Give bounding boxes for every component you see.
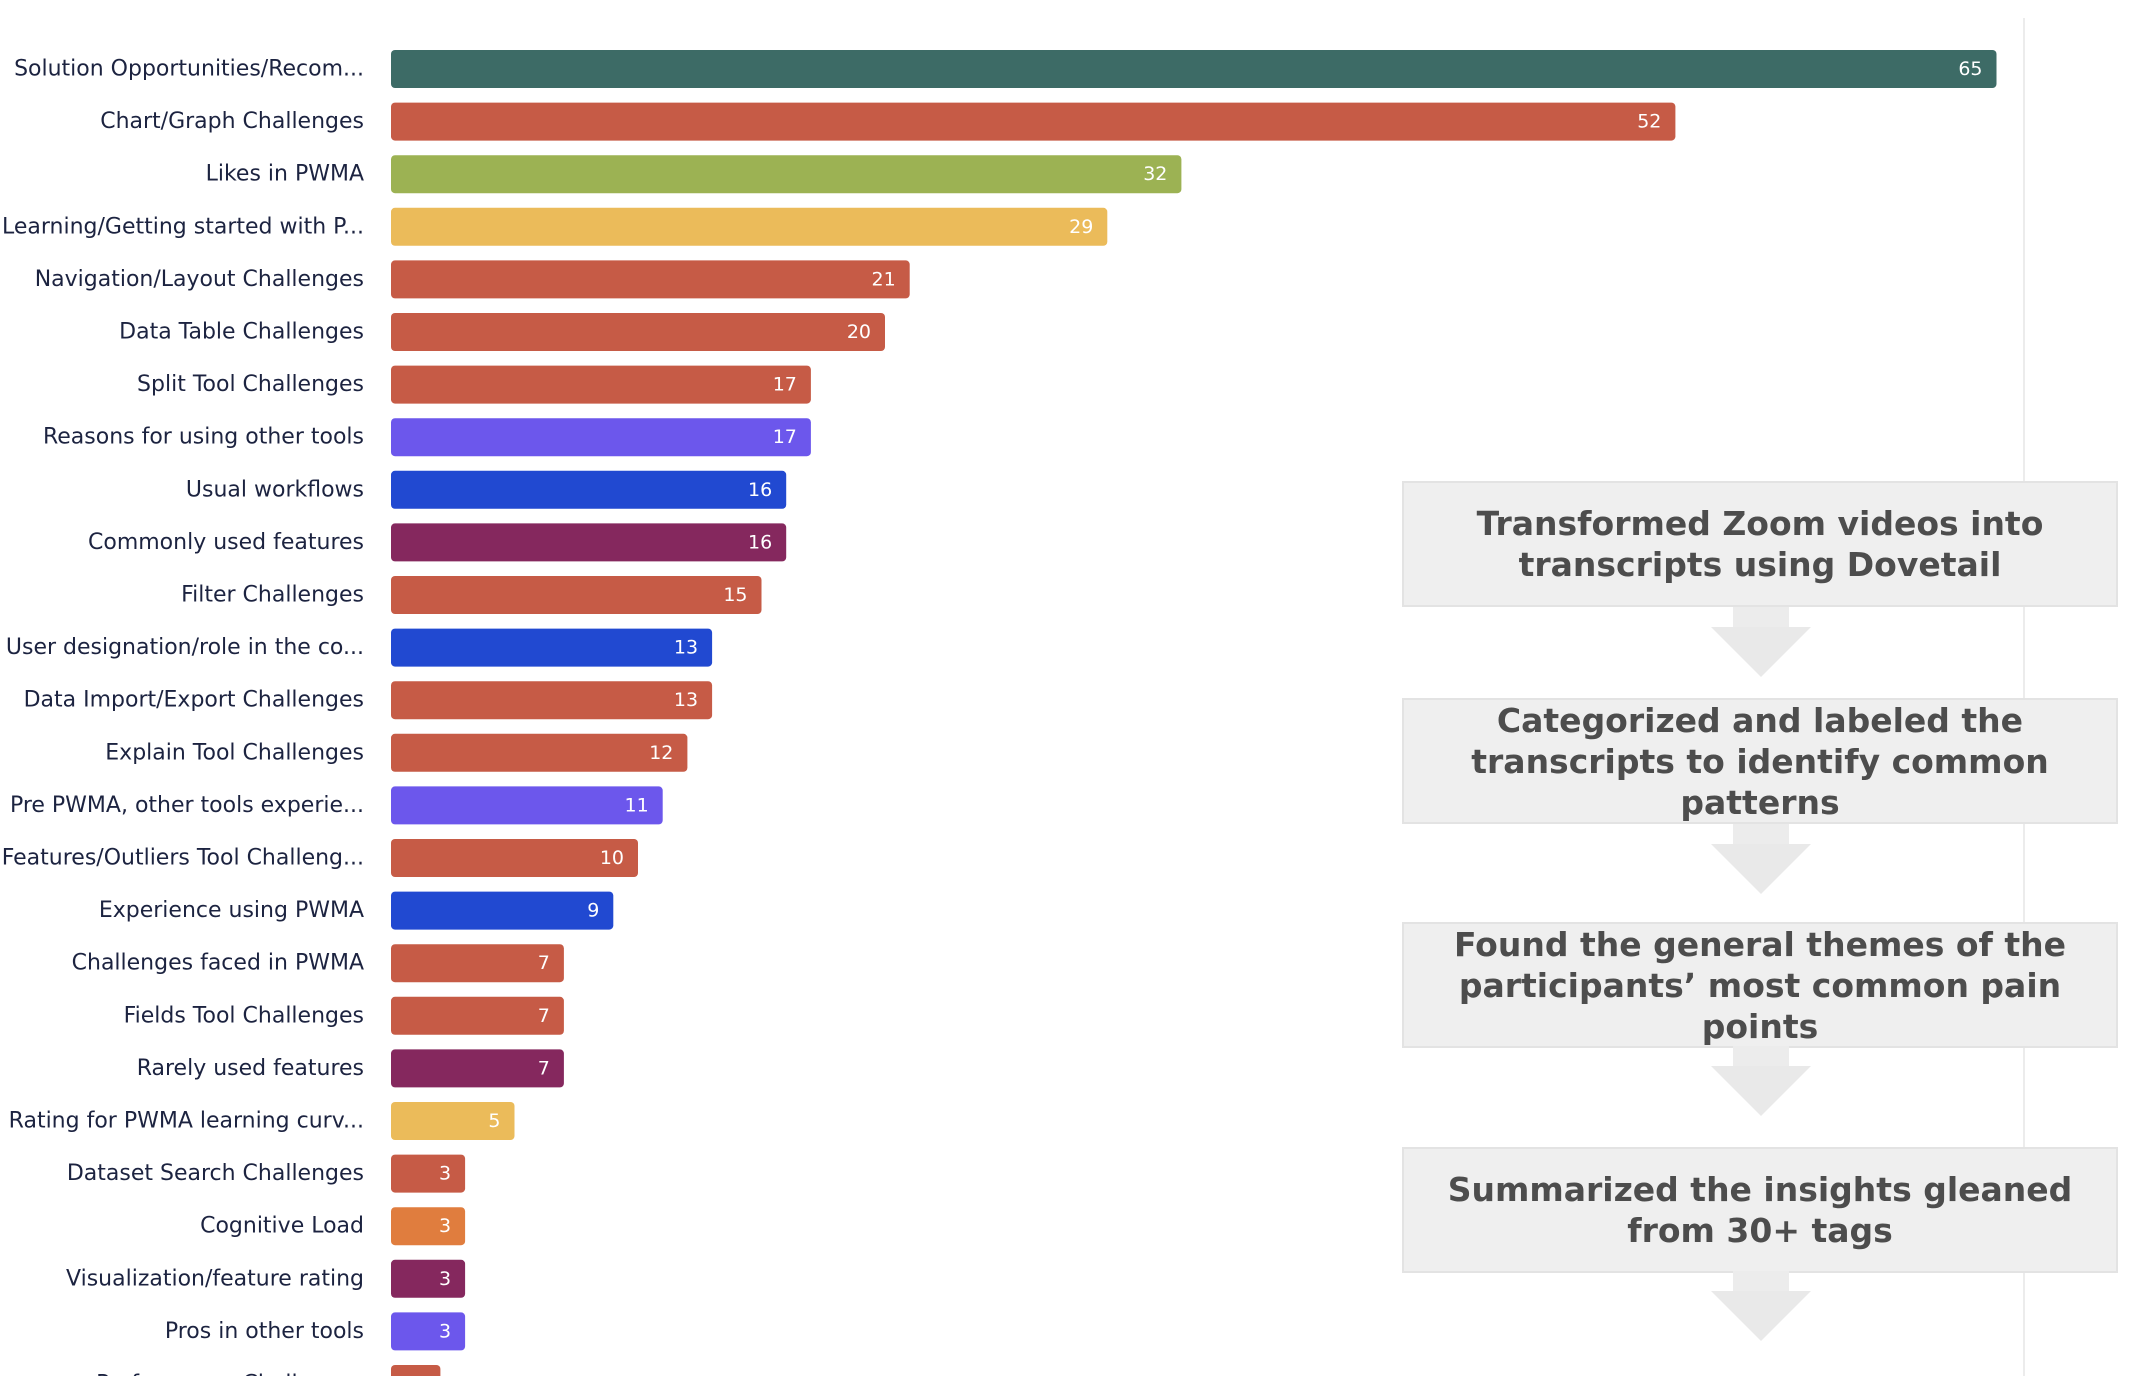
- bar-value-label: 3: [439, 1163, 451, 1185]
- bar-value-label: 32: [1143, 163, 1167, 185]
- bar-value-label: 3: [439, 1268, 451, 1290]
- process-arrow-2-icon: [1711, 844, 1811, 894]
- category-label: Visualization/feature rating: [66, 1266, 364, 1291]
- bar-value-label: 16: [748, 479, 772, 501]
- bar[interactable]: [391, 733, 688, 772]
- category-label: Likes in PWMA: [206, 162, 364, 187]
- bar[interactable]: [391, 1259, 466, 1298]
- category-label: Data Import/Export Challenges: [24, 688, 364, 713]
- bar-value-label: 11: [625, 794, 649, 816]
- process-step-2: Categorized and labeled the transcripts …: [1402, 698, 2118, 824]
- process-arrow-2-stem: [1733, 824, 1789, 844]
- bar[interactable]: [391, 1154, 466, 1193]
- bar-value-label: 7: [538, 1005, 550, 1027]
- bar[interactable]: [391, 1049, 564, 1088]
- bar[interactable]: [391, 786, 663, 825]
- process-step-3: Found the general themes of the particip…: [1402, 922, 2118, 1048]
- bar-value-label: 65: [1958, 58, 1982, 80]
- category-label: Pros in other tools: [165, 1319, 364, 1344]
- bar-value-label: 16: [748, 531, 772, 553]
- bar[interactable]: [391, 891, 614, 930]
- process-arrow-1-stem: [1733, 607, 1789, 627]
- process-arrow-3-icon: [1711, 1066, 1811, 1116]
- category-label: User designation/role in the co...: [6, 635, 364, 660]
- bar[interactable]: [391, 260, 910, 299]
- bar[interactable]: [391, 365, 811, 404]
- category-label: Navigation/Layout Challenges: [35, 267, 364, 292]
- bar[interactable]: [391, 470, 787, 509]
- bar[interactable]: [391, 418, 811, 457]
- category-label: Features/Outliers Tool Challeng...: [2, 846, 364, 871]
- process-step-1: Transformed Zoom videos into transcripts…: [1402, 481, 2118, 607]
- category-label: Split Tool Challenges: [137, 372, 364, 397]
- bar[interactable]: [391, 207, 1108, 246]
- category-label: Data Table Challenges: [119, 320, 364, 345]
- process-arrow-4-icon: [1711, 1291, 1811, 1341]
- process-step-3-text: Found the general themes of the particip…: [1453, 924, 2067, 1046]
- category-label: Explain Tool Challenges: [105, 740, 364, 765]
- bar[interactable]: [391, 1102, 515, 1140]
- category-label: Rarely used features: [137, 1056, 364, 1081]
- bar[interactable]: [391, 576, 762, 614]
- category-label: Cognitive Load: [200, 1214, 364, 1239]
- bar-value-label: 9: [587, 900, 599, 922]
- category-label: Chart/Graph Challenges: [100, 109, 364, 134]
- bar-value-label: 12: [649, 742, 673, 764]
- bar-value-label: 17: [773, 374, 797, 396]
- bar[interactable]: [391, 313, 885, 351]
- bar-value-label: 20: [847, 321, 871, 343]
- process-step-4: Summarized the insights gleaned from 30+…: [1402, 1147, 2118, 1273]
- process-arrow-4-stem: [1733, 1271, 1789, 1291]
- category-label: Fields Tool Challenges: [124, 1003, 364, 1028]
- category-label: Dataset Search Challenges: [67, 1161, 364, 1186]
- bar-value-label: 3: [439, 1215, 451, 1237]
- bar-value-label: 7: [538, 1057, 550, 1079]
- category-label: Commonly used features: [88, 530, 364, 555]
- process-arrow-1-icon: [1711, 627, 1811, 677]
- bar[interactable]: [391, 523, 787, 562]
- bar[interactable]: [391, 944, 564, 983]
- bar-value-label: 29: [1069, 216, 1093, 238]
- bar[interactable]: [391, 839, 638, 877]
- bar-value-label: 21: [872, 268, 896, 290]
- bar-value-label: 17: [773, 426, 797, 448]
- bar-value-label: 2: [454, 1373, 466, 1376]
- process-step-4-text: Summarized the insights gleaned from 30+…: [1447, 1170, 2073, 1250]
- bar[interactable]: [391, 681, 713, 720]
- bar-value-label: 5: [488, 1110, 500, 1132]
- bar-value-label: 10: [600, 847, 624, 869]
- category-label: Usual workflows: [186, 477, 364, 502]
- bar[interactable]: [391, 50, 1997, 88]
- category-label: Performance Challenges: [96, 1372, 364, 1376]
- bar[interactable]: [391, 996, 564, 1035]
- bar[interactable]: [391, 628, 713, 667]
- bar-value-label: 13: [674, 637, 698, 659]
- category-label: Pre PWMA, other tools experie...: [10, 793, 364, 818]
- bar[interactable]: [391, 102, 1676, 141]
- bar-value-label: 13: [674, 689, 698, 711]
- category-label: Filter Challenges: [181, 583, 364, 608]
- category-label: Rating for PWMA learning curv...: [9, 1109, 364, 1134]
- category-label: Solution Opportunities/Recom...: [14, 57, 364, 82]
- bar-value-label: 52: [1637, 111, 1661, 133]
- bar[interactable]: [391, 1365, 441, 1376]
- bar-value-label: 3: [439, 1320, 451, 1342]
- process-step-2-text: Categorized and labeled the transcripts …: [1471, 700, 2049, 822]
- bar-value-label: 15: [723, 584, 747, 606]
- bar-value-label: 7: [538, 952, 550, 974]
- bar[interactable]: [391, 1207, 466, 1246]
- bar[interactable]: [391, 1312, 466, 1351]
- process-step-1-text: Transformed Zoom videos into transcripts…: [1476, 504, 2044, 584]
- process-arrow-3-stem: [1733, 1046, 1789, 1066]
- category-label: Reasons for using other tools: [43, 425, 364, 450]
- category-label: Challenges faced in PWMA: [72, 951, 364, 976]
- bar[interactable]: [391, 155, 1182, 194]
- category-label: Experience using PWMA: [99, 898, 364, 923]
- category-label: Learning/Getting started with P...: [2, 214, 364, 239]
